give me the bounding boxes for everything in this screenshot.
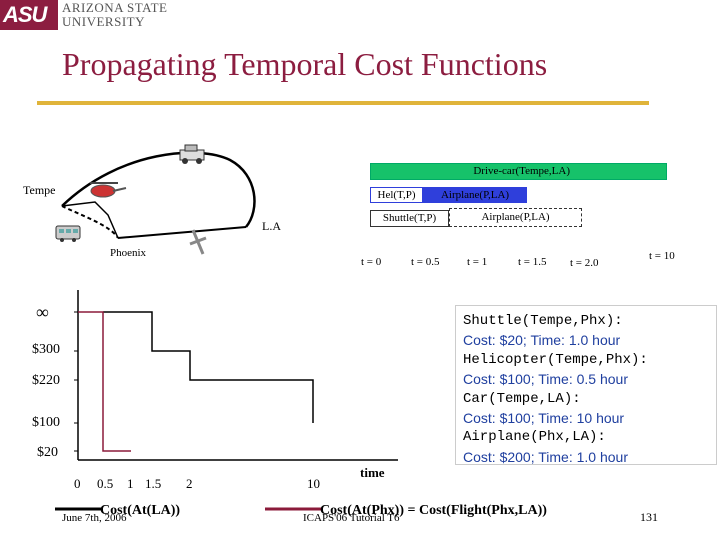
phoenix-label: Phoenix bbox=[110, 247, 147, 259]
x-tick-1: 1 bbox=[127, 476, 134, 491]
helicopter-cost: Cost: $100; Time: 0.5 hour bbox=[463, 371, 628, 388]
y-tick-300: $300 bbox=[32, 342, 60, 357]
airplane-bar-1: Airplane(P,LA) bbox=[423, 187, 527, 203]
tick-t10: t = 10 bbox=[649, 250, 675, 262]
asu-logo: ASU bbox=[0, 0, 58, 30]
x-tick-05: 0.5 bbox=[97, 476, 114, 491]
airplane-icon bbox=[189, 229, 207, 255]
car-action: Car(Tempe,LA): bbox=[463, 390, 581, 407]
page-number: 131 bbox=[640, 510, 658, 524]
shuttle-action: Shuttle(Tempe,Phx): bbox=[463, 313, 623, 329]
title-underline bbox=[37, 101, 649, 105]
drive-car-bar: Drive-car(Tempe,LA) bbox=[370, 163, 667, 180]
logo-text: ASU bbox=[3, 2, 47, 27]
route-map bbox=[55, 144, 256, 255]
cost-chart bbox=[74, 290, 398, 461]
legend-swatch-la bbox=[55, 507, 103, 511]
shuttle-route-line bbox=[61, 201, 119, 239]
car-cost: Cost: $100; Time: 10 hour bbox=[463, 410, 625, 427]
x-axis-label: time bbox=[360, 465, 385, 480]
helicopter-icon bbox=[90, 182, 127, 198]
tempe-label: Tempe bbox=[23, 183, 56, 197]
y-tick-infinity: ∞ bbox=[36, 302, 49, 322]
bus-icon bbox=[55, 225, 81, 242]
tick-t1: t = 1 bbox=[467, 256, 488, 268]
y-tick-100: $100 bbox=[32, 415, 60, 430]
car-icon bbox=[179, 144, 205, 164]
hel-bar: Hel(T,P) bbox=[370, 187, 423, 203]
university-name-line1: ARIZONA STATE bbox=[62, 0, 168, 15]
cost-info-box: Shuttle(Tempe,Phx): Cost: $20; Time: 1.0… bbox=[455, 305, 717, 465]
tick-t15: t = 1.5 bbox=[518, 256, 547, 268]
x-tick-0: 0 bbox=[74, 476, 81, 491]
shuttle-bar: Shuttle(T,P) bbox=[370, 210, 449, 227]
helicopter-action: Helicopter(Tempe,Phx): bbox=[463, 351, 648, 368]
university-name-line2: UNIVERSITY bbox=[62, 14, 145, 29]
series-line-cost-at-la bbox=[103, 311, 314, 423]
series-line-cost-at-phx bbox=[78, 311, 131, 452]
flight-route-line bbox=[117, 226, 247, 239]
airplane-bar-2: Airplane(P,LA) bbox=[449, 208, 582, 227]
tick-t05: t = 0.5 bbox=[411, 256, 440, 268]
legend-label-phx: Cost(At(Phx)) = Cost(Flight(Phx,LA)) bbox=[320, 503, 547, 518]
legend-label-la: Cost(At(LA)) bbox=[100, 503, 181, 518]
x-tick-15: 1.5 bbox=[145, 476, 162, 491]
footer-venue: ICAPS'06 Tutorial T6 bbox=[303, 512, 400, 524]
x-tick-2: 2 bbox=[186, 476, 193, 491]
tick-t0: t = 0 bbox=[361, 256, 382, 268]
shuttle-cost: Cost: $20; Time: 1.0 hour bbox=[463, 332, 621, 349]
footer-date: June 7th, 2006 bbox=[62, 512, 127, 524]
tick-t2: t = 2.0 bbox=[570, 257, 599, 269]
legend-swatch-phx bbox=[265, 507, 323, 511]
airplane-cost: Cost: $200; Time: 1.0 hour bbox=[463, 448, 628, 465]
airplane-action: Airplane(Phx,LA): bbox=[463, 429, 606, 446]
page-title: Propagating Temporal Cost Functions bbox=[62, 46, 548, 82]
x-tick-10: 10 bbox=[307, 476, 320, 491]
car-route-line bbox=[61, 151, 256, 228]
la-label: L.A bbox=[262, 219, 281, 233]
y-tick-20: $20 bbox=[37, 445, 58, 460]
y-tick-220: $220 bbox=[32, 373, 60, 388]
